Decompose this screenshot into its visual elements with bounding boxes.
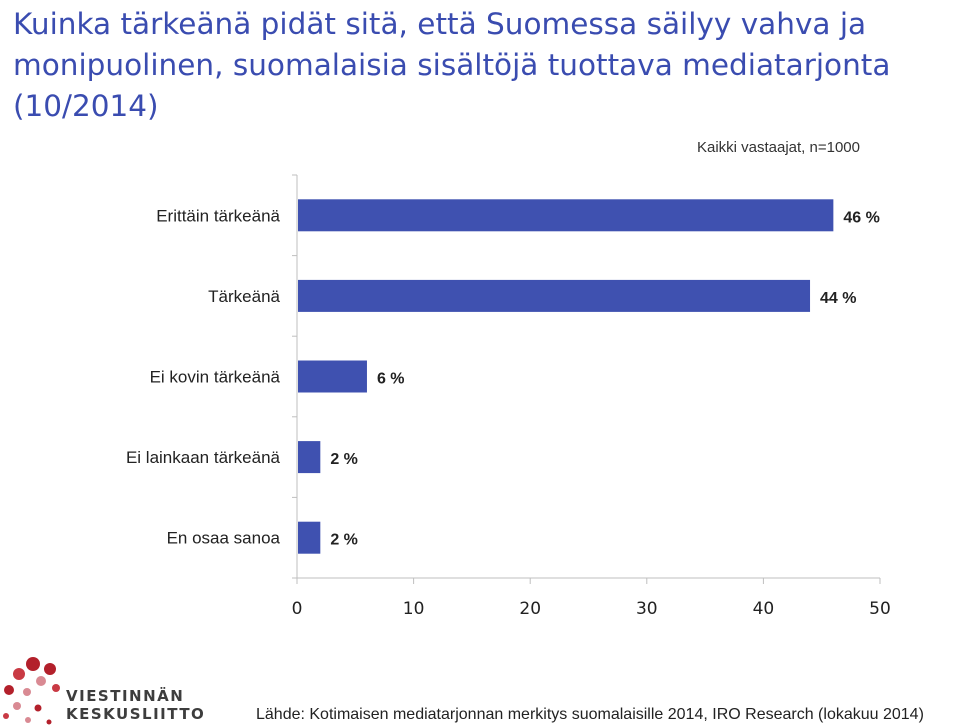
logo-dots-icon [3,657,60,725]
x-tick-label: 20 [519,599,541,619]
chart-title: Kuinka tärkeänä pidät sitä, että Suomess… [13,7,891,123]
bar-3 [298,360,367,393]
bar-4 [298,441,321,474]
viestinnan-keskusliitto-logo: VIESTINNÄN KESKUSLIITTO [0,652,250,728]
category-label: Erittäin tärkeänä [156,206,280,225]
data-label: 6 % [377,371,405,388]
data-label: 2 % [330,451,358,468]
x-tick-label: 40 [753,599,775,619]
bar-5 [298,521,321,554]
x-tick-label: 10 [403,599,425,619]
category-label: Tärkeänä [208,287,280,306]
data-label: 46 % [843,209,879,226]
x-tick-label: 0 [292,599,303,619]
x-tick-label: 50 [869,599,891,619]
category-label: En osaa sanoa [167,529,281,548]
source-note: Lähde: Kotimaisen mediatarjonnan merkity… [256,706,924,723]
data-label: 44 % [820,290,856,307]
logo-text-line1: VIESTINNÄN [66,687,185,705]
bar-chart: 0 10 20 30 40 50 Erittäin tärkeänä 46 % Tärkeänä… [126,174,891,619]
x-tick-label: 30 [636,599,658,619]
category-label: Ei lainkaan tärkeänä [126,448,281,467]
category-label: Ei kovin tärkeänä [150,368,281,387]
logo-text-line2: KESKUSLIITTO [66,705,206,723]
bar-2 [298,279,811,312]
data-label: 2 % [330,532,358,549]
chart-subtitle: Kaikki vastaajat, n=1000 [696,139,860,156]
bar-1 [298,199,834,232]
